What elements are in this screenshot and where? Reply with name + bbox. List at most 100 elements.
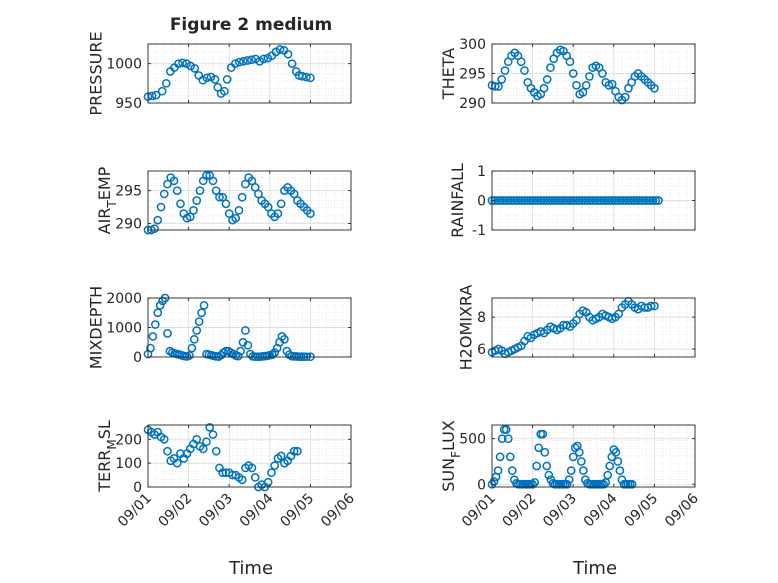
theta-data-point xyxy=(585,72,594,81)
air_temp-data-point xyxy=(276,199,286,209)
terr_msl-data-point xyxy=(205,423,215,432)
sun_flux-data-point xyxy=(538,429,548,439)
rainfall-data-point xyxy=(520,196,530,205)
air_temp-y-axis-label: AIRTEMP xyxy=(95,166,119,234)
theta-data-point xyxy=(598,69,607,78)
terr_msl-data-point xyxy=(211,446,221,456)
rainfall-data-point xyxy=(640,196,650,205)
rainfall-data-point xyxy=(542,196,551,205)
rainfall-data-point xyxy=(615,196,625,205)
theta-y-label-main: THETA xyxy=(439,48,458,100)
theta-data-point xyxy=(581,80,591,90)
terr_msl-y-label-main: TERR xyxy=(95,450,114,493)
rainfall-data-point xyxy=(654,196,663,205)
air_temp-data-point xyxy=(221,199,231,209)
air_temp-data-point xyxy=(306,209,315,218)
pressure-data-point xyxy=(147,91,157,101)
air_temp-y-label-main: AIR xyxy=(95,208,114,235)
h2omixra-y-tick-label: 8 xyxy=(477,310,486,326)
mixdepth-data-point xyxy=(241,326,250,335)
pressure-data-point xyxy=(283,49,293,59)
air_temp-data-point xyxy=(150,224,159,234)
pressure-data-point xyxy=(174,59,183,69)
theta-y-tick-label: 290 xyxy=(459,96,486,112)
pressure-data-point xyxy=(161,78,171,88)
pressure-data-point xyxy=(210,75,220,84)
rainfall-data-point xyxy=(506,196,516,205)
rainfall-y-axis-label: RAINFALL xyxy=(448,163,467,238)
pressure-data-point xyxy=(230,59,240,69)
air_temp-data-point xyxy=(215,192,224,202)
air_temp-data-point xyxy=(289,189,299,199)
rainfall-data-point xyxy=(637,196,647,205)
rainfall-data-point xyxy=(648,196,658,205)
theta-data-point xyxy=(546,63,555,72)
rainfall-data-point xyxy=(490,196,500,205)
mixdepth-data-point xyxy=(236,346,245,356)
sun_flux-data-point xyxy=(566,466,576,475)
rainfall-data-point xyxy=(512,196,521,205)
subplot-rainfall: -1 0 1 RAINFALL xyxy=(448,163,696,239)
terr_msl-data-point xyxy=(198,444,208,454)
h2omixra-y-tick-label: 6 xyxy=(477,342,486,358)
pressure-data-point xyxy=(190,64,200,73)
mixdepth-data-point xyxy=(270,348,280,357)
mixdepth-data-point xyxy=(192,326,202,335)
rainfall-data-point xyxy=(504,196,513,205)
theta-y-tick-label: 300 xyxy=(459,37,486,53)
air_temp-data-point xyxy=(153,215,163,225)
air_temp-data-point xyxy=(263,202,273,212)
air_temp-data-point xyxy=(202,171,211,180)
rainfall-data-point xyxy=(607,196,617,205)
rainfall-data-point xyxy=(539,196,549,205)
air_temp-data-point xyxy=(189,205,198,215)
rainfall-data-point xyxy=(632,196,641,205)
sun_flux-data-point xyxy=(528,479,537,489)
x-axis-label-left: Time xyxy=(228,558,273,579)
rainfall-data-point xyxy=(553,196,562,205)
air_temp-data-point xyxy=(237,192,247,202)
mixdepth-data-point xyxy=(243,340,253,350)
sun_flux-y-tick-label: 0 xyxy=(477,477,486,493)
rainfall-data-point xyxy=(564,196,573,205)
mixdepth-data-point xyxy=(153,308,163,318)
terr_msl-y-tick-label: 200 xyxy=(115,432,142,448)
terr_msl-data-point xyxy=(250,473,260,482)
theta-y-tick-label: 295 xyxy=(459,67,486,83)
rainfall-data-point xyxy=(531,196,541,205)
rainfall-data-point xyxy=(585,196,595,205)
rainfall-data-point xyxy=(618,196,628,205)
sun_flux-data-point xyxy=(534,443,544,453)
sun_flux-data-point xyxy=(505,452,515,462)
terr_msl-data-point xyxy=(237,475,247,485)
theta-y-axis-label: THETA xyxy=(439,48,458,100)
mixdepth-y-tick-label: 1000 xyxy=(106,321,142,337)
air_temp-data-point xyxy=(247,176,257,186)
sun_flux-data-point xyxy=(615,466,625,475)
rainfall-data-point xyxy=(509,196,519,205)
rainfall-data-point xyxy=(498,196,508,205)
terr_msl-y-label-subscript: M xyxy=(105,439,119,449)
rainfall-data-point xyxy=(635,196,644,205)
terr_msl-data-point xyxy=(267,468,276,478)
terr_msl-data-point xyxy=(263,477,273,487)
terr_msl-data-point xyxy=(293,446,302,456)
pressure-data-point xyxy=(259,54,269,64)
air_temp-data-point xyxy=(211,186,221,196)
rainfall-data-point xyxy=(626,196,636,205)
pressure-data-point xyxy=(275,45,285,54)
terr_msl-data-point xyxy=(247,463,257,473)
sun_flux-data-point xyxy=(627,479,637,489)
rainfall-data-point xyxy=(613,196,622,205)
air_temp-data-point xyxy=(224,209,234,218)
air_temp-data-point xyxy=(169,176,179,186)
rainfall-data-point xyxy=(621,196,631,205)
rainfall-data-point xyxy=(624,196,633,205)
terr_msl-y-tick-label: 0 xyxy=(133,480,142,496)
theta-data-point xyxy=(520,66,529,75)
mixdepth-data-point xyxy=(233,351,243,361)
rainfall-y-tick-label: 0 xyxy=(477,194,486,210)
